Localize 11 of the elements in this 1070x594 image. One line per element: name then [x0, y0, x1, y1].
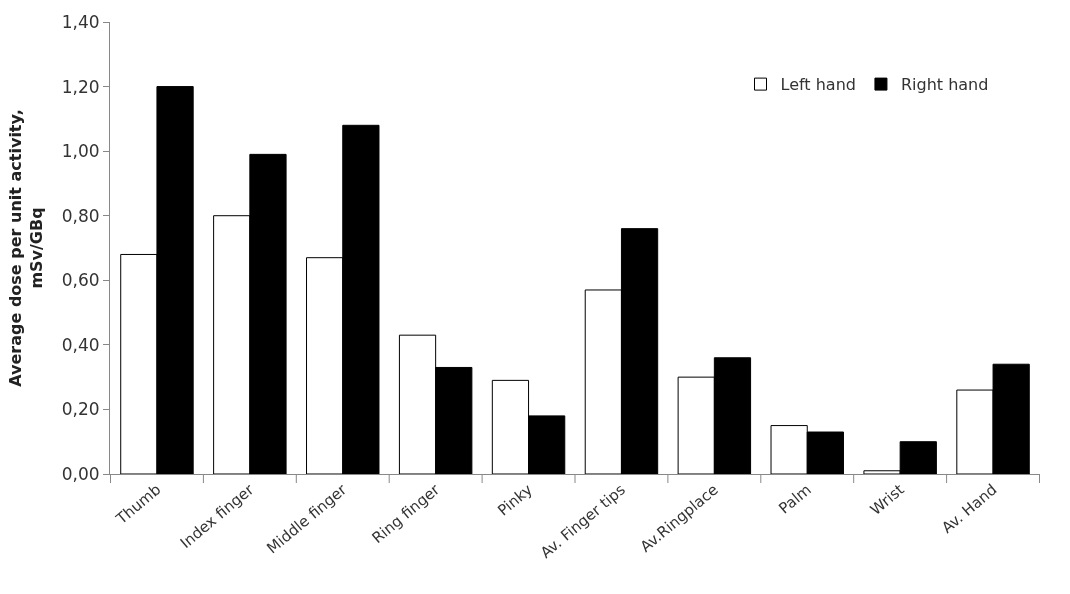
y-tick-label: 0,60	[61, 270, 100, 291]
y-tick-label: 0,80	[61, 205, 100, 226]
y-tick-label: 1,20	[61, 76, 100, 97]
y-tick-label: 1,40	[61, 11, 100, 32]
y-tick-label: 1,00	[61, 141, 100, 162]
y-tick-label: 0,00	[61, 463, 100, 484]
legend-label: Right hand	[900, 75, 989, 95]
y-tick-label: 0,20	[61, 399, 100, 420]
legend-label: Left hand	[780, 75, 856, 95]
y-tick-label: 0,40	[61, 334, 100, 355]
y-axis-title: Average dose per unit activity, mSv/GBq	[5, 109, 46, 387]
